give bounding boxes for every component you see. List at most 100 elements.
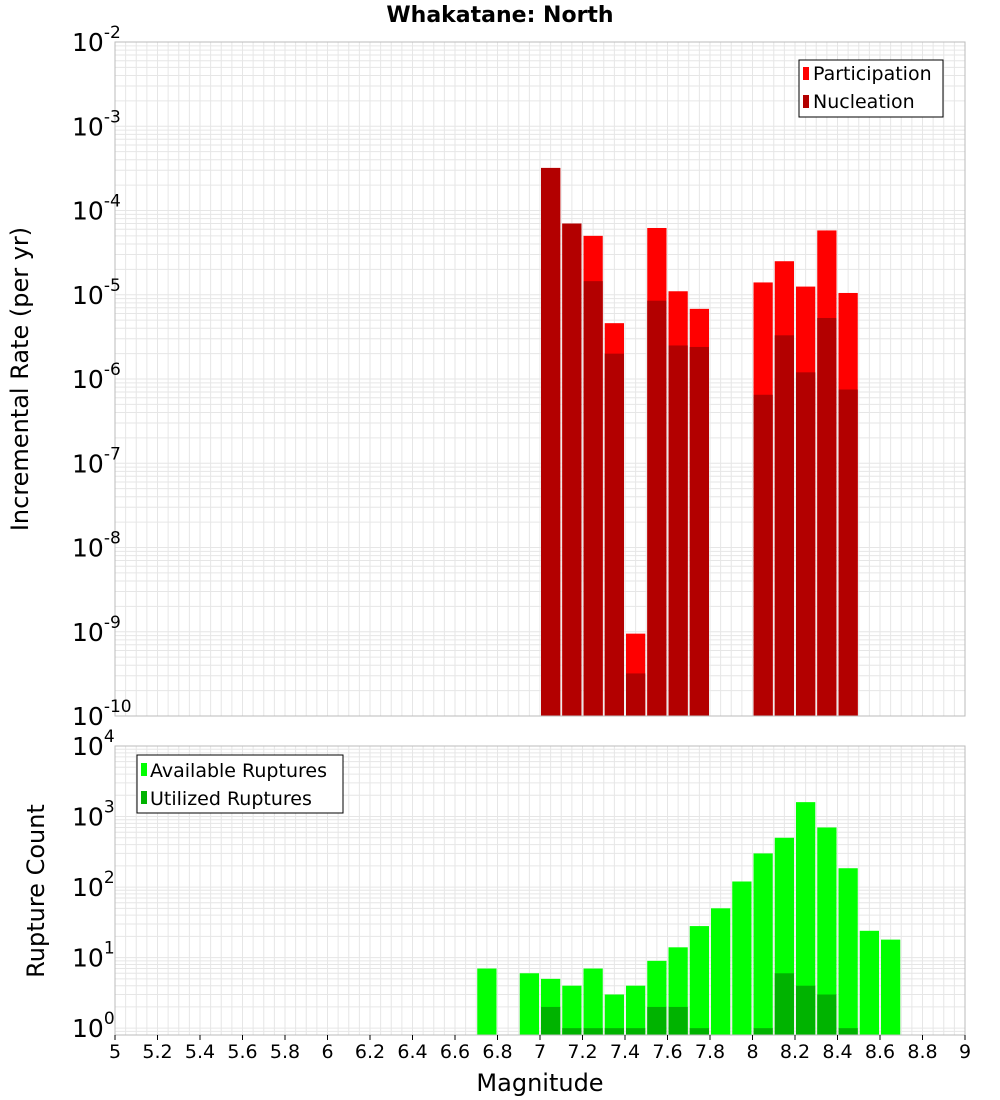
bottom-bar-available-ruptures xyxy=(711,908,731,1035)
bottom-bar-available-ruptures xyxy=(817,827,837,1035)
bottom-bar-available-ruptures xyxy=(626,985,646,1035)
legend-swatch-participation xyxy=(803,67,809,80)
bottom-y-axis-label: Rupture Count xyxy=(22,804,50,978)
legend-label-available: Available Ruptures xyxy=(150,760,327,782)
top-bar-nucleation xyxy=(647,300,667,716)
bottom-bar-utilized-ruptures xyxy=(604,1028,624,1035)
bottom-bar-available-ruptures xyxy=(477,968,497,1035)
bottom-bar-utilized-ruptures xyxy=(647,1006,667,1035)
bottom-bar-available-ruptures xyxy=(562,985,582,1035)
top-legend-box xyxy=(798,59,944,118)
top-y-tick-label: 10-4 xyxy=(72,192,121,226)
bottom-bar-utilized-ruptures xyxy=(626,1028,646,1035)
x-tick-label: 5.8 xyxy=(270,1041,300,1063)
bottom-y-tick-label: 100 xyxy=(72,1009,115,1043)
bottom-bar-available-ruptures xyxy=(796,802,816,1035)
top-bar-nucleation xyxy=(838,389,858,716)
bottom-y-tick-label: 104 xyxy=(72,727,115,761)
top-bar-nucleation xyxy=(774,335,794,716)
bottom-bars xyxy=(477,802,901,1035)
x-tick-label: 6.2 xyxy=(355,1041,385,1063)
x-axis-label: Magnitude xyxy=(476,1069,603,1097)
bottom-bar-available-ruptures xyxy=(753,853,773,1035)
top-grid xyxy=(114,41,966,717)
bottom-bar-available-ruptures xyxy=(732,881,752,1035)
bottom-bar-available-ruptures xyxy=(689,926,709,1035)
bottom-bar-utilized-ruptures xyxy=(817,994,837,1035)
x-tick-label: 7.4 xyxy=(610,1041,640,1063)
bottom-bar-utilized-ruptures xyxy=(774,973,794,1035)
legend-label-nucleation: Nucleation xyxy=(813,91,915,113)
top-bar-nucleation xyxy=(668,345,688,716)
x-ticks: 5 5.2 5.4 5.6 5.8 6 6.2 6.4 6.6 6.8 7 7.2 7.4 7.6 7.8 8… xyxy=(109,1035,971,1063)
top-bars xyxy=(541,167,858,717)
top-y-tick-label: 10-7 xyxy=(72,444,121,478)
top-bar-nucleation xyxy=(689,346,709,716)
bottom-y-ticks: 100 101 102 103 104 xyxy=(72,727,115,1043)
x-tick-label: 5.6 xyxy=(227,1041,257,1063)
top-legend: Participation Nucleation xyxy=(798,59,944,118)
legend-label-utilized: Utilized Ruptures xyxy=(150,788,312,810)
x-tick-label: 8.8 xyxy=(907,1041,937,1063)
x-tick-label: 6 xyxy=(321,1041,333,1063)
x-tick-label: 6.6 xyxy=(440,1041,470,1063)
bottom-bar-utilized-ruptures xyxy=(541,1006,561,1035)
bottom-bar-available-ruptures xyxy=(859,930,879,1035)
top-y-tick-label: 10-2 xyxy=(72,23,121,57)
bottom-bar-utilized-ruptures xyxy=(753,1028,773,1035)
x-tick-label: 7.2 xyxy=(567,1041,597,1063)
top-bar-nucleation xyxy=(583,281,603,716)
top-bar-nucleation xyxy=(796,372,816,716)
x-tick-label: 5.4 xyxy=(185,1041,215,1063)
legend-label-participation: Participation xyxy=(813,63,932,85)
bottom-y-tick-label: 102 xyxy=(72,868,115,902)
bottom-bar-available-ruptures xyxy=(881,939,901,1035)
x-tick-label: 9 xyxy=(959,1041,971,1063)
x-tick-label: 8.2 xyxy=(780,1041,810,1063)
top-plot-frame xyxy=(114,41,966,717)
legend-swatch-utilized xyxy=(141,791,147,804)
bottom-legend: Available Ruptures Utilized Ruptures xyxy=(136,754,344,814)
bottom-bar-available-ruptures xyxy=(604,994,624,1035)
top-y-axis-label: Incremental Rate (per yr) xyxy=(6,227,34,531)
top-y-tick-label: 10-10 xyxy=(72,697,132,731)
bottom-bar-utilized-ruptures xyxy=(796,985,816,1035)
top-y-ticks: 10-10 10-9 10-8 10-7 10-6 10-5 10-4 10-3 10-2 xyxy=(72,23,132,731)
bottom-legend-box xyxy=(136,754,344,814)
bottom-bar-utilized-ruptures xyxy=(562,1028,582,1035)
top-bar-nucleation xyxy=(541,167,561,717)
x-tick-label: 8 xyxy=(746,1041,758,1063)
x-tick-label: 7.6 xyxy=(652,1041,682,1063)
x-tick-label: 6.4 xyxy=(397,1041,427,1063)
legend-swatch-nucleation xyxy=(803,95,809,108)
top-y-tick-label: 10-6 xyxy=(72,360,121,394)
top-bar-nucleation xyxy=(753,394,773,716)
x-tick-label: 7 xyxy=(534,1041,546,1063)
x-tick-label: 8.4 xyxy=(822,1041,852,1063)
chart-title: Whakatane: North xyxy=(386,3,613,28)
bottom-bar-available-ruptures xyxy=(583,968,603,1035)
top-y-tick-label: 10-3 xyxy=(72,107,121,141)
x-tick-label: 5 xyxy=(109,1041,121,1063)
top-bar-nucleation xyxy=(817,317,837,716)
bottom-y-tick-label: 101 xyxy=(72,939,115,973)
top-y-tick-label: 10-9 xyxy=(72,613,121,647)
bottom-y-tick-label: 103 xyxy=(72,798,115,832)
bottom-bar-utilized-ruptures xyxy=(689,1028,709,1035)
bottom-panel: 100 101 102 103 104 5 5.2 5.4 5.6 5.8 6 6.2 6.4 6.6 6… xyxy=(22,727,971,1097)
top-y-tick-label: 10-8 xyxy=(72,529,121,563)
bottom-bar-available-ruptures xyxy=(838,868,858,1035)
legend-swatch-available xyxy=(141,763,147,776)
x-tick-label: 8.6 xyxy=(865,1041,895,1063)
bottom-bar-utilized-ruptures xyxy=(668,1006,688,1035)
x-tick-label: 5.2 xyxy=(142,1041,172,1063)
top-bar-nucleation xyxy=(604,353,624,716)
bottom-bar-utilized-ruptures xyxy=(583,1028,603,1035)
bottom-bar-utilized-ruptures xyxy=(838,1028,858,1035)
top-bar-nucleation xyxy=(626,673,646,716)
top-y-tick-label: 10-5 xyxy=(72,276,121,310)
top-bar-nucleation xyxy=(562,223,582,717)
x-tick-label: 7.8 xyxy=(695,1041,725,1063)
top-panel: 10-10 10-9 10-8 10-7 10-6 10-5 10-4 10-3 10-2 In… xyxy=(6,23,966,731)
